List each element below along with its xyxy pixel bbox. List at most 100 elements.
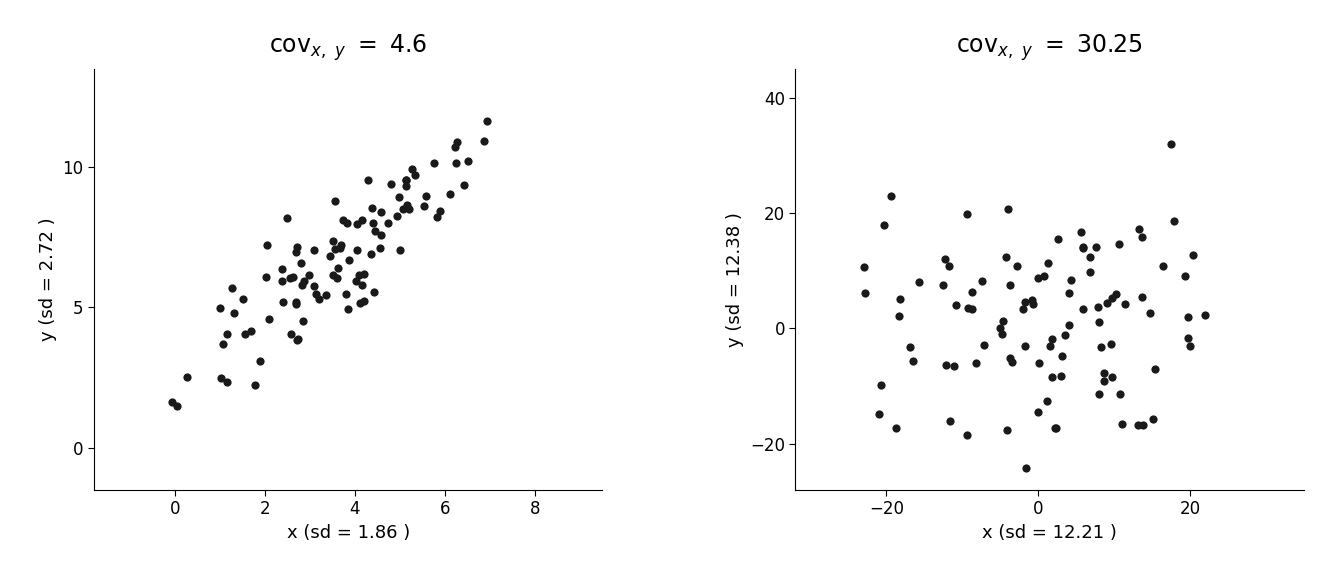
Point (1177, 334, 1199, 343)
Point (302, 245, 324, 255)
Point (364, 226, 386, 236)
Point (415, 192, 437, 201)
Point (399, 204, 421, 214)
Point (212, 339, 234, 348)
Point (167, 401, 188, 411)
Point (388, 192, 410, 202)
Point (241, 327, 262, 336)
Point (273, 297, 294, 306)
Point (337, 305, 359, 314)
Point (210, 304, 231, 313)
Point (1058, 321, 1079, 330)
Point (290, 258, 312, 267)
Point (444, 143, 465, 152)
Point (1013, 297, 1035, 306)
Point (335, 290, 356, 299)
Point (320, 252, 341, 261)
Point (360, 250, 382, 259)
Point (1046, 423, 1067, 432)
Point (997, 204, 1019, 214)
Point (1140, 309, 1161, 318)
Point (352, 215, 374, 225)
Point (327, 274, 348, 283)
Point (1036, 396, 1058, 406)
Point (216, 378, 238, 387)
Point (395, 175, 417, 184)
Point (1060, 275, 1082, 285)
Point (222, 283, 243, 292)
Point (992, 317, 1013, 326)
Point (890, 295, 911, 304)
Point (376, 218, 398, 228)
Point (1028, 359, 1050, 368)
Point (961, 287, 982, 297)
Point (395, 176, 417, 185)
Point (358, 176, 379, 185)
Point (439, 189, 461, 198)
Point (1044, 423, 1066, 433)
Point (380, 179, 402, 188)
Point (1012, 305, 1034, 314)
Point (1070, 228, 1091, 237)
Point (888, 311, 910, 320)
Point (368, 243, 390, 252)
Point (1073, 243, 1094, 252)
Point (331, 241, 352, 250)
Point (353, 270, 375, 279)
Point (161, 397, 183, 406)
Point (965, 358, 986, 367)
Point (999, 354, 1020, 363)
Point (1160, 139, 1181, 149)
Point (931, 280, 953, 289)
Point (363, 287, 384, 297)
Point (302, 281, 324, 290)
Point (309, 294, 331, 304)
Point (1079, 267, 1101, 276)
Point (1089, 390, 1110, 399)
Point (1195, 310, 1216, 320)
Point (327, 263, 348, 272)
Point (972, 276, 993, 286)
Point (1132, 292, 1153, 301)
Point (1093, 369, 1114, 378)
Point (1105, 290, 1126, 299)
Title: $\mathregular{cov}_{x,\ y}\ =\ $4.6: $\mathregular{cov}_{x,\ y}\ =\ $4.6 (269, 32, 427, 63)
Point (210, 374, 231, 383)
Point (323, 270, 344, 279)
Point (1181, 250, 1203, 259)
Point (1177, 313, 1199, 322)
Point (1040, 342, 1062, 351)
Point (293, 276, 314, 285)
Point (855, 289, 876, 298)
Point (396, 200, 418, 210)
Point (1059, 288, 1081, 297)
Point (934, 254, 956, 263)
Point (386, 211, 407, 220)
Point (511, 55, 532, 64)
Point (305, 289, 327, 298)
Point (1089, 317, 1110, 327)
Point (282, 272, 304, 282)
Point (285, 247, 306, 256)
Point (1051, 371, 1073, 380)
Point (1000, 280, 1021, 289)
Point (293, 317, 314, 326)
Point (348, 270, 370, 279)
Point (1175, 271, 1196, 280)
Point (899, 342, 921, 351)
Point (345, 220, 367, 229)
Point (1114, 300, 1136, 309)
Point (323, 237, 344, 246)
Point (943, 361, 965, 370)
Point (292, 281, 313, 290)
Point (1128, 420, 1149, 429)
Point (329, 243, 351, 252)
Point (370, 230, 391, 240)
Point (285, 300, 306, 309)
Point (1021, 296, 1043, 305)
Point (1110, 389, 1132, 399)
Point (446, 138, 468, 147)
Point (1028, 408, 1050, 417)
Point (457, 156, 478, 165)
Point (349, 298, 371, 308)
